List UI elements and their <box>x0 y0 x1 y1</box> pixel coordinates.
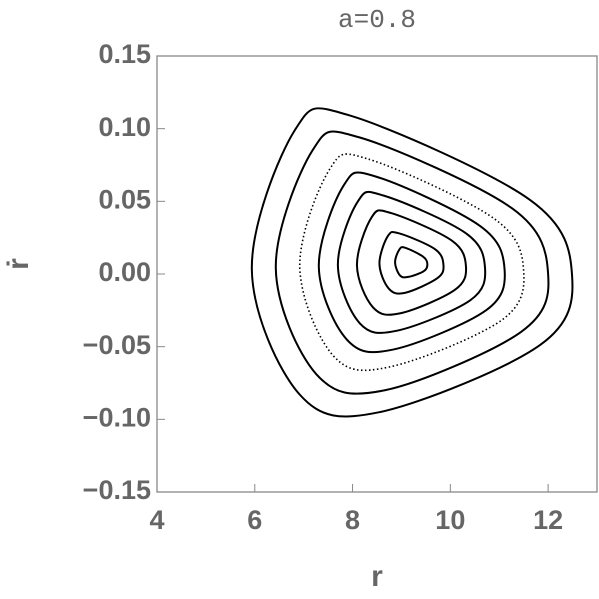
y-tick-label: 0.05 <box>98 184 151 214</box>
x-tick-label: 6 <box>247 505 262 535</box>
orbit-curve <box>394 246 429 279</box>
x-tick-label: 8 <box>345 505 360 535</box>
orbit-curve <box>355 209 468 316</box>
orbit-curve <box>250 107 574 418</box>
orbit-curve <box>317 171 506 354</box>
y-axis-label: ṙ <box>2 258 35 270</box>
orbit-curve <box>336 190 487 334</box>
x-tick-label: 12 <box>533 505 563 535</box>
y-tick-label: 0.00 <box>98 257 151 287</box>
orbit-curve <box>378 230 445 295</box>
y-tick-label: −0.10 <box>83 402 151 432</box>
y-tick-label: 0.10 <box>98 112 151 142</box>
y-tick-label: −0.15 <box>83 475 151 505</box>
plot-frame <box>156 55 598 493</box>
chart-title: a=0.8 <box>338 5 416 35</box>
x-axis-label: r <box>371 560 383 593</box>
y-tick-label: −0.05 <box>83 330 151 360</box>
orbit-curve <box>298 153 525 372</box>
y-tick-label: 0.15 <box>98 39 151 69</box>
x-tick-label: 10 <box>435 505 465 535</box>
orbit-curve <box>274 130 550 395</box>
x-tick-label: 4 <box>149 505 164 535</box>
